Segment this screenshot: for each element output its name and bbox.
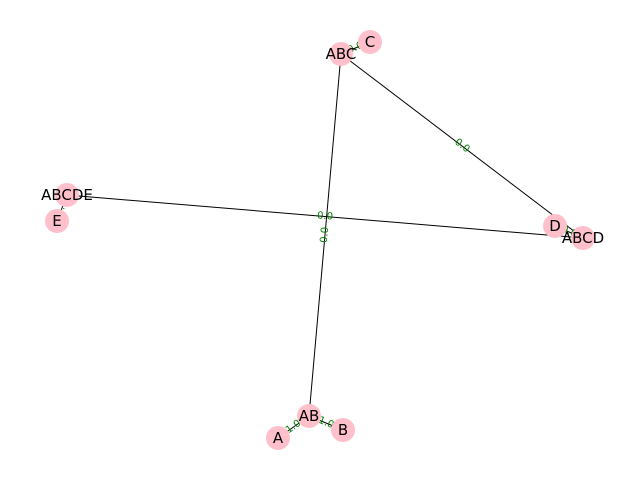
edge-abc-ab xyxy=(308,53,342,417)
nodes-layer xyxy=(45,30,595,450)
edge-label-abc-abcd: 0.0 xyxy=(452,137,471,155)
node-label-c: C xyxy=(365,33,375,51)
node-label-d: D xyxy=(549,217,561,235)
node-label-a: A xyxy=(273,429,284,447)
node-d xyxy=(543,214,567,238)
node-b xyxy=(331,418,355,442)
edge-label-abc-ab: 0.0 xyxy=(319,227,331,244)
edge-label-abcde-abcd: 0.0 xyxy=(317,210,334,222)
node-label-abc: ABC xyxy=(326,45,357,63)
node-abc xyxy=(329,42,353,66)
node-label-abcd: ABCD xyxy=(562,229,604,247)
node-abcde xyxy=(55,183,79,207)
node-e xyxy=(45,209,69,233)
edge-abcde-abcd xyxy=(66,194,584,239)
node-label-e: E xyxy=(52,212,61,230)
node-abcd xyxy=(571,226,595,250)
node-label-b: B xyxy=(338,421,348,439)
node-c xyxy=(358,30,382,54)
node-ab xyxy=(297,404,321,428)
node-a xyxy=(266,426,290,450)
edge-abc-abcd xyxy=(340,53,584,239)
edge-labels-layer: 0.00.00.00.0 0.00.01.0 1.0 xyxy=(54,40,578,436)
node-label-ab: AB xyxy=(299,407,320,425)
node-label-abcde: ABCDE xyxy=(41,186,93,204)
